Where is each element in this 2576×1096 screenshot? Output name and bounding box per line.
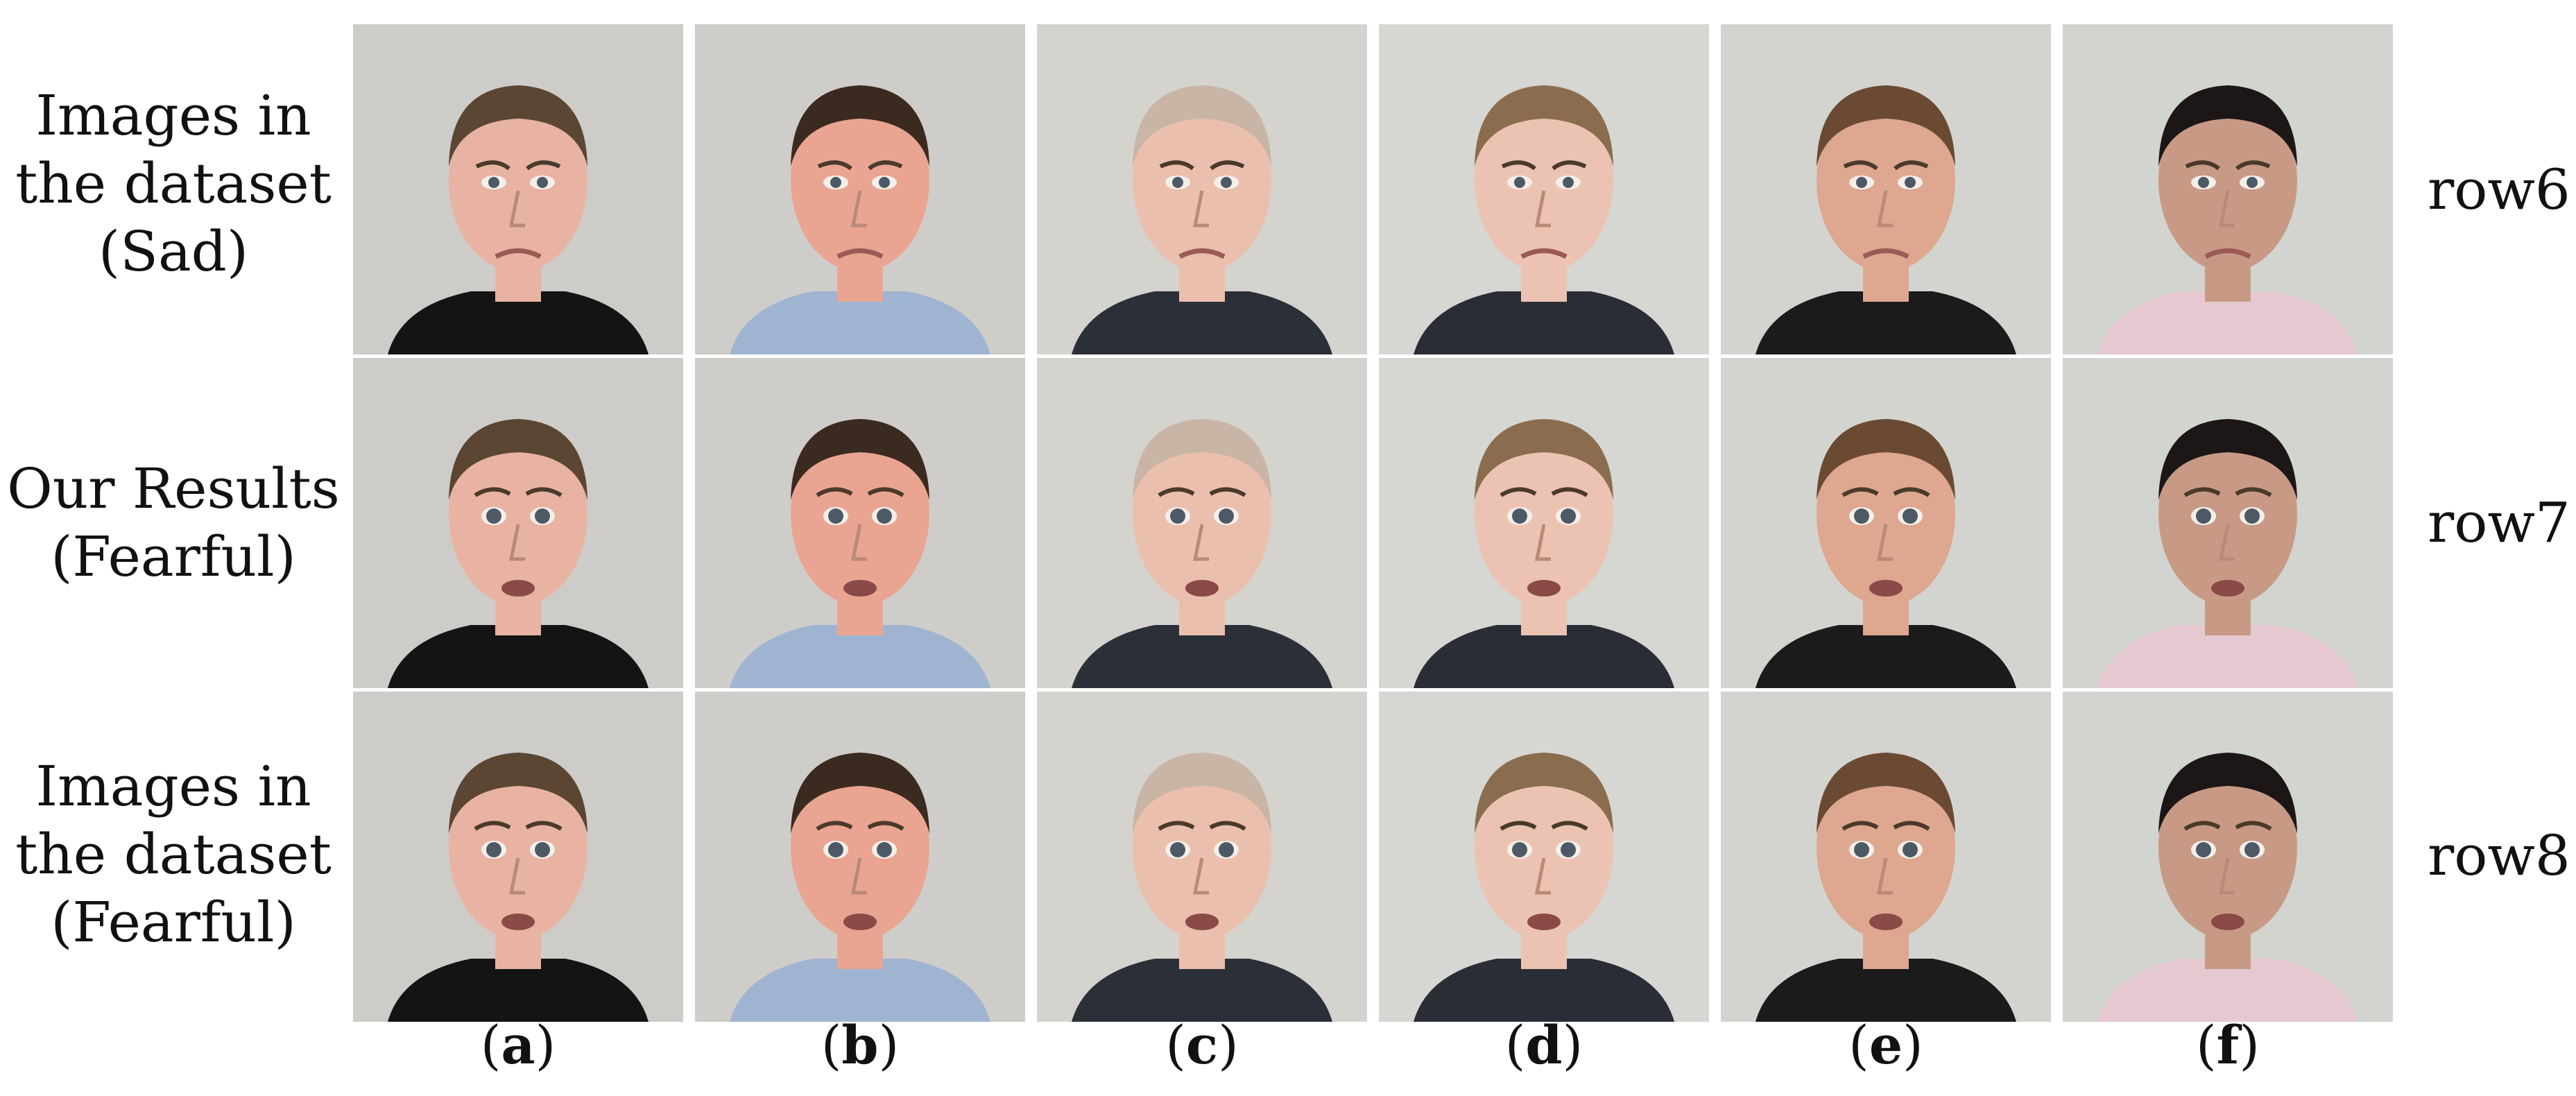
row-label-sad-dataset: Images in the dataset (Sad)	[15, 83, 332, 284]
face-image-row6-col-d	[1379, 24, 1709, 354]
face-image-row8-col-f	[2063, 692, 2393, 1022]
face-image-row7-col-e	[1721, 358, 2051, 688]
column-label-e: (e)	[1848, 1014, 1923, 1076]
face-image-row6-col-c	[1037, 24, 1367, 354]
face-image-row8-col-d	[1379, 692, 1709, 1022]
face-image-row6-col-f	[2063, 24, 2393, 354]
column-label-f: (f)	[2195, 1014, 2260, 1076]
row-tag-row8: row8	[2428, 823, 2570, 888]
row-tag-row7: row7	[2428, 490, 2570, 555]
row-tag-row6: row6	[2428, 157, 2570, 222]
column-label-a: (a)	[480, 1014, 556, 1076]
face-image-row7-col-c	[1037, 358, 1367, 688]
face-image-row6-col-a	[353, 24, 683, 354]
face-image-row8-col-b	[695, 692, 1025, 1022]
face-image-row7-col-a	[353, 358, 683, 688]
face-image-row8-col-e	[1721, 692, 2051, 1022]
face-image-row8-col-c	[1037, 692, 1367, 1022]
column-label-b: (b)	[821, 1014, 900, 1076]
row-label-our-results: Our Results (Fearful)	[7, 456, 340, 589]
face-image-row6-col-b	[695, 24, 1025, 354]
face-image-row7-col-d	[1379, 358, 1709, 688]
column-label-d: (d)	[1504, 1014, 1583, 1076]
face-image-row6-col-e	[1721, 24, 2051, 354]
face-image-row7-col-f	[2063, 358, 2393, 688]
face-image-row8-col-a	[353, 692, 683, 1022]
column-label-c: (c)	[1165, 1014, 1239, 1076]
face-image-row7-col-b	[695, 358, 1025, 688]
row-label-fearful-dataset: Images in the dataset (Fearful)	[15, 754, 332, 954]
